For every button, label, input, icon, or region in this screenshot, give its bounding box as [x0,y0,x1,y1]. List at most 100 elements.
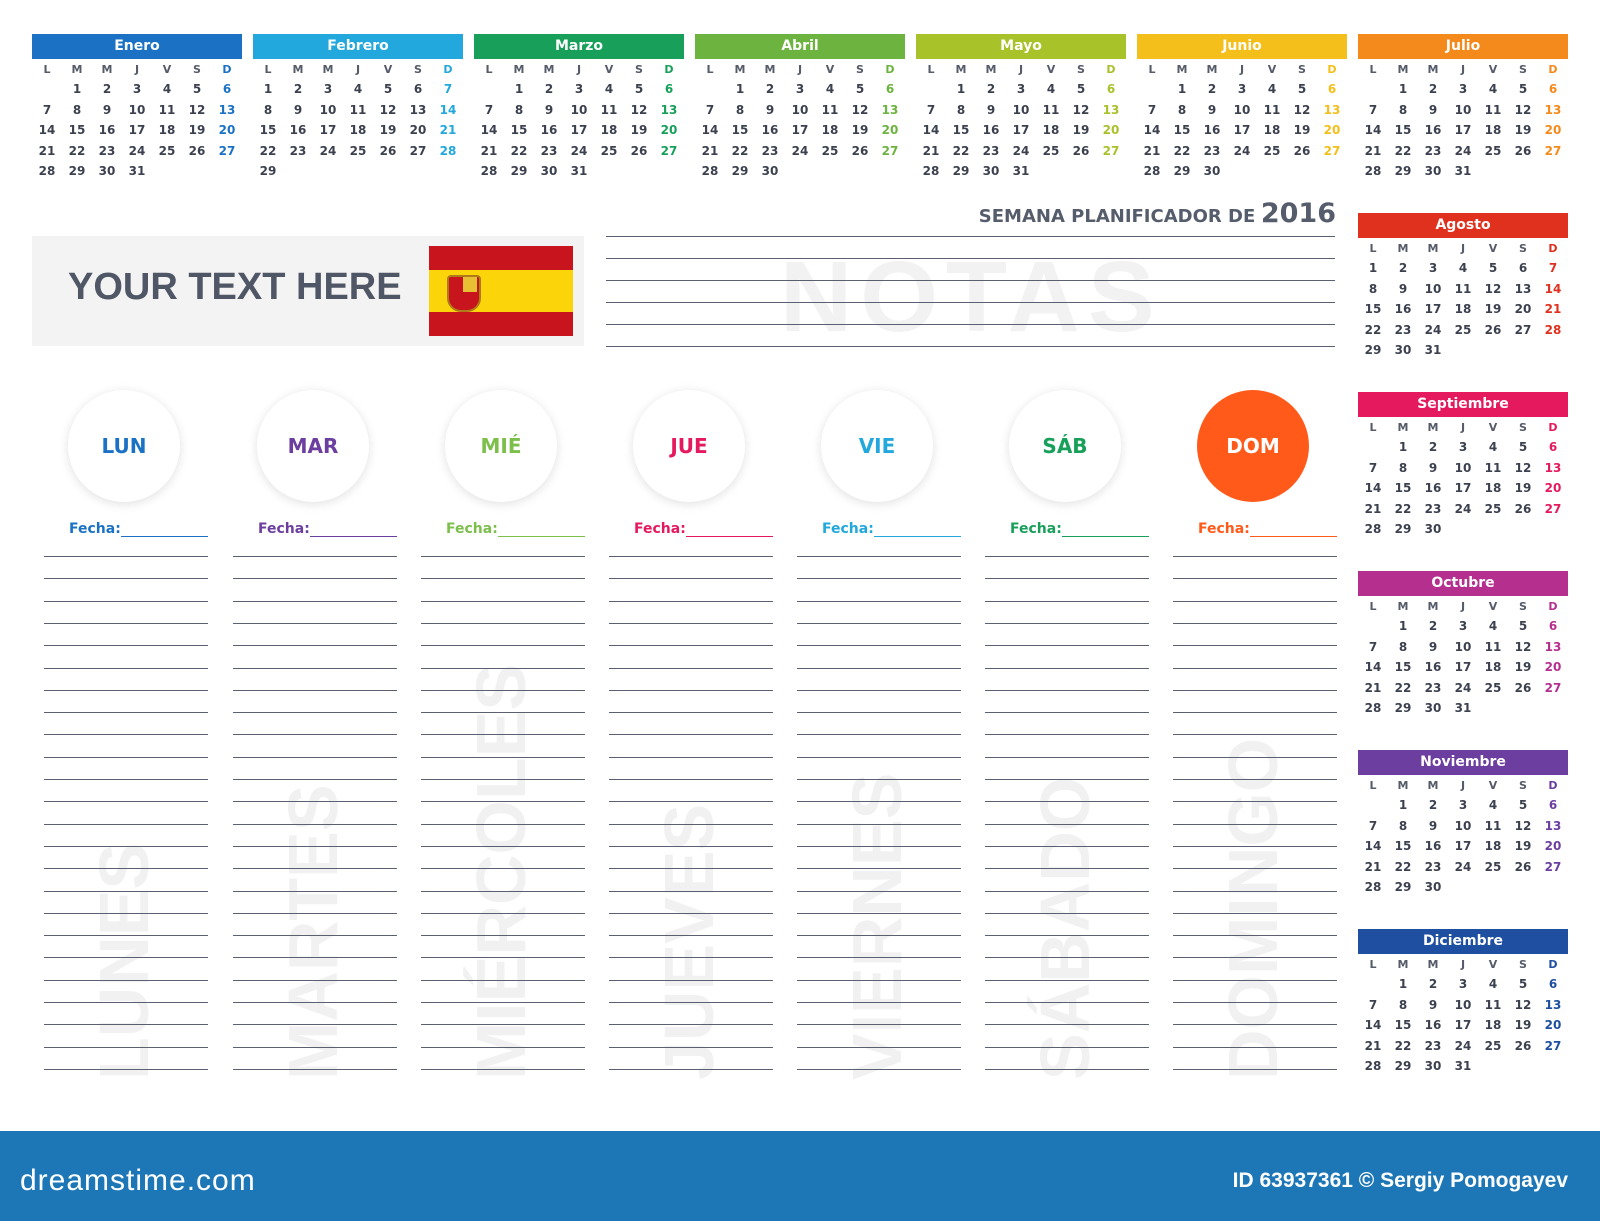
writing-line[interactable] [1173,756,1337,758]
writing-line[interactable] [1173,823,1337,825]
writing-line[interactable] [797,801,961,803]
writing-line[interactable] [797,689,961,691]
writing-line[interactable] [44,935,208,937]
writing-line[interactable] [421,1024,585,1026]
writing-line[interactable] [609,912,773,914]
writing-line[interactable] [421,1046,585,1048]
writing-line[interactable] [797,890,961,892]
writing-line[interactable] [797,600,961,602]
writing-line[interactable] [985,868,1149,870]
writing-line[interactable] [1173,890,1337,892]
writing-line[interactable] [1173,912,1337,914]
writing-line[interactable] [797,779,961,780]
fecha-input-line[interactable] [686,536,773,537]
writing-line[interactable] [985,979,1149,981]
writing-line[interactable] [609,779,773,780]
writing-line[interactable] [421,600,585,602]
writing-line[interactable] [797,578,961,580]
writing-line[interactable] [609,801,773,803]
writing-line[interactable] [609,1002,773,1003]
writing-line[interactable] [421,622,585,624]
writing-line[interactable] [1173,935,1337,937]
writing-line[interactable] [609,823,773,825]
note-line[interactable] [606,346,1335,347]
writing-line[interactable] [421,1068,585,1070]
writing-line[interactable] [609,667,773,669]
writing-line[interactable] [985,578,1149,580]
writing-line[interactable] [44,689,208,691]
writing-line[interactable] [233,979,397,981]
writing-line[interactable] [797,622,961,624]
writing-line[interactable] [233,1046,397,1048]
writing-line[interactable] [1173,1024,1337,1026]
writing-line[interactable] [44,1068,208,1070]
writing-line[interactable] [421,845,585,847]
writing-line[interactable] [609,957,773,959]
writing-line[interactable] [421,823,585,825]
writing-line[interactable] [609,578,773,580]
writing-line[interactable] [1173,1046,1337,1048]
writing-line[interactable] [421,912,585,914]
fecha-input-line[interactable] [1250,536,1337,537]
writing-line[interactable] [44,667,208,669]
writing-line[interactable] [1173,689,1337,691]
writing-line[interactable] [233,779,397,780]
writing-line[interactable] [609,1068,773,1070]
writing-line[interactable] [609,645,773,647]
writing-line[interactable] [609,689,773,691]
writing-line[interactable] [421,979,585,981]
writing-line[interactable] [797,712,961,714]
writing-line[interactable] [233,1002,397,1003]
writing-line[interactable] [233,912,397,914]
writing-line[interactable] [233,801,397,803]
writing-line[interactable] [609,1046,773,1048]
writing-line[interactable] [421,578,585,580]
writing-line[interactable] [233,935,397,937]
writing-line[interactable] [1173,645,1337,647]
writing-line[interactable] [233,823,397,825]
writing-line[interactable] [44,756,208,758]
writing-line[interactable] [797,823,961,825]
writing-line[interactable] [44,1024,208,1026]
writing-line[interactable] [1173,845,1337,847]
writing-line[interactable] [797,645,961,647]
writing-line[interactable] [44,801,208,803]
writing-line[interactable] [797,1068,961,1070]
writing-line[interactable] [985,845,1149,847]
writing-line[interactable] [421,801,585,803]
writing-line[interactable] [797,1024,961,1026]
writing-line[interactable] [1173,600,1337,602]
writing-line[interactable] [985,756,1149,758]
writing-line[interactable] [609,979,773,981]
writing-line[interactable] [797,667,961,669]
writing-line[interactable] [233,868,397,870]
writing-line[interactable] [1173,1068,1337,1070]
writing-line[interactable] [1173,667,1337,669]
writing-line[interactable] [233,734,397,736]
writing-line[interactable] [797,912,961,914]
writing-line[interactable] [44,1046,208,1048]
writing-line[interactable] [1173,622,1337,624]
fecha-input-line[interactable] [498,536,585,537]
writing-line[interactable] [985,734,1149,736]
writing-line[interactable] [985,712,1149,714]
writing-line[interactable] [421,645,585,647]
writing-line[interactable] [1173,957,1337,959]
writing-line[interactable] [1173,779,1337,780]
writing-line[interactable] [609,868,773,870]
writing-line[interactable] [44,734,208,736]
writing-line[interactable] [44,912,208,914]
writing-line[interactable] [44,779,208,780]
note-line[interactable] [606,302,1335,303]
writing-line[interactable] [797,734,961,736]
writing-line[interactable] [1173,1002,1337,1003]
writing-line[interactable] [797,979,961,981]
writing-line[interactable] [233,957,397,959]
writing-line[interactable] [1173,801,1337,803]
writing-line[interactable] [797,1002,961,1003]
writing-line[interactable] [609,890,773,892]
writing-line[interactable] [44,1002,208,1003]
writing-line[interactable] [44,556,208,557]
writing-line[interactable] [1173,556,1337,557]
writing-line[interactable] [985,600,1149,602]
